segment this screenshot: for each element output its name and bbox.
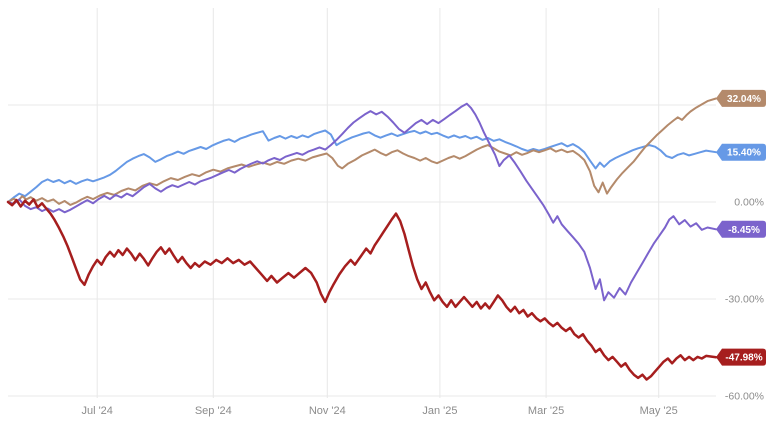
y-axis-label: -30.00% — [725, 294, 764, 306]
x-axis-label: Jul '24 — [81, 405, 112, 417]
final-value-badge-red — [716, 348, 766, 366]
y-axis-label: -60.00% — [725, 391, 764, 403]
badge-shape — [716, 143, 766, 161]
badge-label: 15.40% — [727, 148, 761, 159]
gridlines — [8, 8, 716, 398]
final-value-badge-tan — [716, 89, 766, 107]
y-axis-label: 0.00% — [734, 197, 764, 209]
final-value-badge-purple — [716, 220, 766, 238]
x-axis-label: Nov '24 — [309, 405, 346, 417]
badge-label: 32.04% — [727, 94, 761, 105]
x-axis-label: Mar '25 — [528, 405, 564, 417]
series-line-blue — [7, 129, 717, 203]
series-line-purple — [7, 102, 717, 302]
final-value-badge-blue — [716, 143, 766, 161]
badge-shape — [716, 220, 766, 238]
x-axis-label: Jan '25 — [422, 405, 457, 417]
badge-label: -8.45% — [728, 225, 760, 236]
x-axis-label: May '25 — [640, 405, 678, 417]
series-line-tan — [7, 97, 717, 206]
badge-label: -47.98% — [725, 353, 762, 364]
badge-shape — [716, 348, 766, 366]
x-axis-label: Sep '24 — [195, 405, 232, 417]
series-line-red — [6, 198, 718, 381]
badge-shape — [716, 89, 766, 107]
